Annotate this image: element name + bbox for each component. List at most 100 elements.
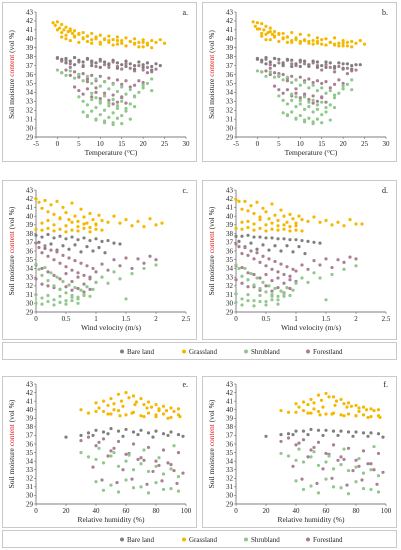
data-point <box>260 58 264 62</box>
data-point <box>58 277 62 281</box>
y-tick-label: 29 <box>226 308 234 316</box>
data-point <box>141 86 145 90</box>
data-point <box>312 407 316 411</box>
data-point <box>307 116 311 120</box>
data-point <box>255 27 260 31</box>
data-point <box>298 64 302 69</box>
data-point <box>111 93 115 97</box>
data-point <box>246 219 250 223</box>
data-point <box>246 299 250 303</box>
y-tick-label: 34 <box>226 265 234 273</box>
data-point <box>81 99 85 103</box>
data-point <box>358 38 362 43</box>
data-point <box>270 289 274 293</box>
data-point <box>68 38 72 43</box>
data-point <box>142 225 146 229</box>
data-point <box>141 80 145 85</box>
data-point <box>154 67 158 71</box>
data-point <box>70 220 74 224</box>
data-point <box>361 471 366 475</box>
y-tick-label: 40 <box>26 35 34 43</box>
data-point <box>252 272 256 277</box>
data-point <box>281 111 285 115</box>
data-point <box>49 203 53 207</box>
data-point <box>276 294 280 298</box>
y-tick-label: 32 <box>26 282 34 290</box>
data-point <box>85 221 89 225</box>
data-point <box>176 407 181 411</box>
data-point <box>116 439 121 444</box>
data-point <box>281 31 285 36</box>
data-point <box>291 464 295 468</box>
data-point <box>324 298 328 302</box>
data-point <box>124 459 128 463</box>
data-point <box>301 438 306 442</box>
data-point <box>112 258 116 262</box>
data-point <box>243 266 247 271</box>
series-bare-land <box>264 427 385 439</box>
data-point <box>90 95 94 99</box>
data-point <box>264 236 268 240</box>
data-point <box>68 69 72 73</box>
series-grassland <box>51 20 167 50</box>
data-point <box>298 113 302 118</box>
data-point <box>258 299 262 304</box>
data-point <box>34 262 38 266</box>
data-point <box>137 90 141 94</box>
y-axis-label: Soil moisture content (vol %) <box>207 399 216 488</box>
data-point <box>320 121 324 125</box>
data-point <box>131 442 136 446</box>
data-point <box>77 72 81 77</box>
data-point <box>240 234 244 238</box>
data-point <box>327 454 331 458</box>
data-point <box>234 234 238 238</box>
data-point <box>316 409 321 414</box>
x-tick-label: 0.5 <box>262 315 271 323</box>
data-point <box>107 101 111 105</box>
data-point <box>124 106 128 111</box>
y-tick-label: 41 <box>26 204 34 212</box>
data-point <box>64 68 68 72</box>
data-point <box>234 292 238 296</box>
data-point <box>381 435 385 439</box>
data-point <box>286 432 291 436</box>
data-point <box>324 100 328 104</box>
data-point <box>158 38 162 42</box>
data-point <box>234 242 238 246</box>
data-point <box>285 113 290 117</box>
y-axis-label-part: Soil moisture <box>7 77 16 119</box>
data-point <box>162 41 167 45</box>
data-point <box>324 63 328 67</box>
data-point <box>290 30 294 35</box>
data-point <box>339 455 343 459</box>
y-tick-label: 37 <box>226 62 234 70</box>
data-point <box>324 257 328 261</box>
data-point <box>150 68 154 72</box>
data-point <box>255 69 260 73</box>
y-axis-label-part: Soil moisture <box>7 446 16 488</box>
data-point <box>288 293 292 298</box>
data-point <box>76 229 80 233</box>
data-point <box>46 284 50 288</box>
data-point <box>52 212 56 216</box>
data-point <box>272 63 277 68</box>
legend-label: Forestland <box>313 536 343 544</box>
data-point <box>273 259 277 264</box>
data-point <box>76 271 80 275</box>
data-point <box>264 69 268 73</box>
data-point <box>267 217 271 221</box>
data-point <box>72 63 77 67</box>
data-point <box>130 272 134 276</box>
data-point <box>94 64 98 69</box>
data-point <box>70 31 75 36</box>
data-point <box>345 405 349 409</box>
x-axis-label: Wind velocity (m/s) <box>81 323 142 332</box>
data-point <box>90 97 94 102</box>
data-point <box>288 212 292 216</box>
data-point <box>34 197 38 201</box>
y-tick-label: 41 <box>226 26 234 34</box>
data-point <box>107 87 111 91</box>
data-point <box>243 199 247 203</box>
data-point <box>311 80 315 85</box>
data-point <box>102 63 107 67</box>
